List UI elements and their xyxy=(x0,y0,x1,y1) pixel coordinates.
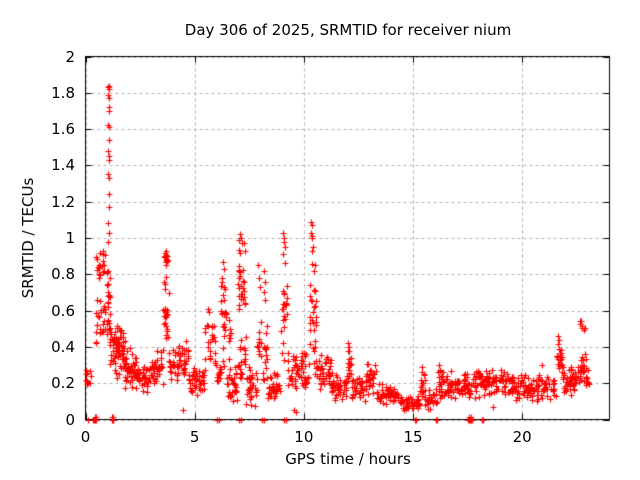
y-tick-label: 0.8 xyxy=(51,265,75,284)
x-tick-label: 15 xyxy=(403,428,423,446)
y-tick-label: 1.8 xyxy=(51,83,75,102)
y-tick-label: 2 xyxy=(65,47,75,66)
chart-title: Day 306 of 2025, SRMTID for receiver niu… xyxy=(184,21,512,39)
x-tick-label: 10 xyxy=(294,428,314,446)
y-tick-label: 0.6 xyxy=(51,301,75,320)
x-tick-label: 5 xyxy=(189,428,200,446)
y-tick-label: 1.4 xyxy=(51,156,75,175)
x-tick-label: 20 xyxy=(512,428,532,446)
y-tick-label: 0.2 xyxy=(51,374,75,393)
x-tick-label: 0 xyxy=(80,428,91,446)
y-tick-label: 1.2 xyxy=(51,192,75,211)
y-tick-label: 1 xyxy=(65,229,75,247)
y-tick-label: 1.6 xyxy=(51,120,75,139)
x-axis-label: GPS time / hours xyxy=(285,450,411,468)
y-tick-label: 0.4 xyxy=(51,337,75,356)
y-tick-label: 0 xyxy=(65,410,75,429)
